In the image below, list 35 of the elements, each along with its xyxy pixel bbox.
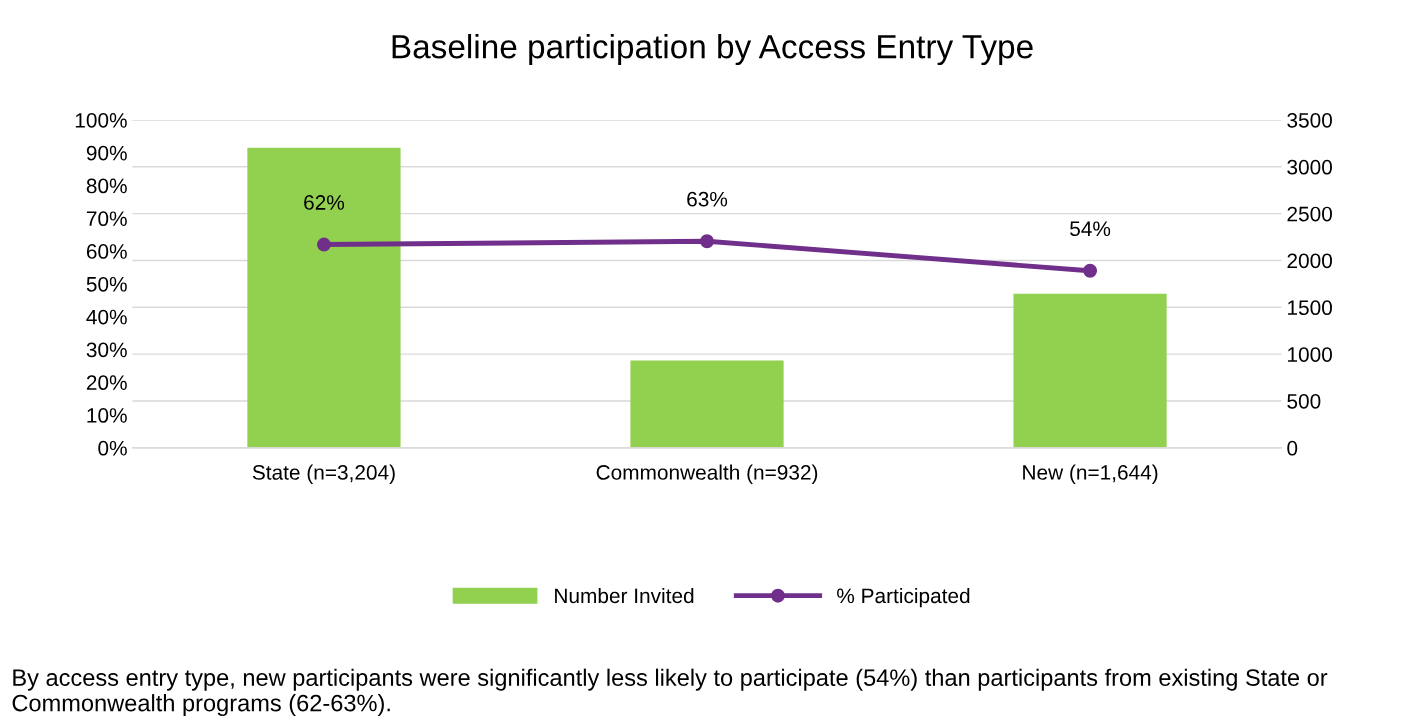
data-label: 54% <box>1070 221 1111 237</box>
chart-title: Baseline participation by Access Entry Type <box>392 34 1033 66</box>
bar <box>630 360 784 448</box>
y2-tick-label: 2000 <box>1287 253 1332 269</box>
y2-tick-label: 500 <box>1287 393 1321 409</box>
x-tick-label: State (n=3,204) <box>252 464 395 484</box>
legend-label: Number Invited <box>555 587 694 604</box>
y-tick-label: 0% <box>98 440 127 456</box>
y-tick-label: 70% <box>86 211 127 227</box>
y-tick-label: 80% <box>86 178 127 194</box>
y-tick-label: 20% <box>86 375 127 391</box>
point <box>317 237 331 252</box>
point <box>1083 263 1098 278</box>
y2-tick-label: 1500 <box>1288 300 1332 316</box>
x-tick-label: Commonwealth (n=932) <box>596 464 818 484</box>
y-tick-label: 40% <box>86 309 127 325</box>
bar <box>1013 293 1167 448</box>
y2-tick-label: 1000 <box>1288 347 1332 362</box>
y2-tick-label: 3000 <box>1287 159 1332 175</box>
data-label: 63% <box>687 191 728 207</box>
y-tick-label: 30% <box>86 342 127 358</box>
y-tick-label: 60% <box>86 244 127 259</box>
x-tick-label: New (n=1,644) <box>1023 464 1158 484</box>
y2-tick-label: 3500 <box>1287 112 1332 128</box>
y2-tick-label: 0 <box>1287 440 1298 456</box>
y2-tick-label: 2500 <box>1287 206 1332 222</box>
y-tick-label: 100% <box>75 112 127 128</box>
y-tick-label: 10% <box>87 408 127 423</box>
text: By access entry type, new participants were significantly less likely to participate (54%) than participants from existing State or Commonwealth programs (62-63%). <box>12 668 1328 717</box>
point <box>700 234 714 249</box>
y-tick-label: 90% <box>86 145 127 161</box>
legend-label: % Participated <box>837 587 970 608</box>
y-tick-label: 50% <box>86 276 127 292</box>
bar <box>247 147 401 448</box>
data-label: 62% <box>304 195 345 210</box>
